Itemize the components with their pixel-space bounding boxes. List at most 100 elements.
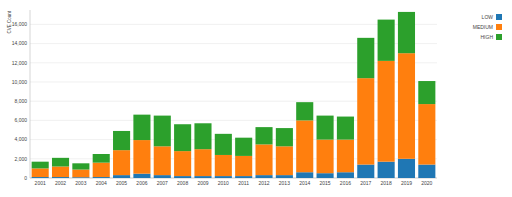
x-tick-label: 2008 bbox=[177, 180, 188, 186]
y-axis-label: CVE Count bbox=[7, 10, 12, 33]
x-tick-label: 2002 bbox=[55, 180, 66, 186]
bar-segment bbox=[276, 175, 293, 178]
bar-segment bbox=[113, 150, 130, 175]
bar-segment bbox=[215, 176, 232, 178]
bar-segment bbox=[276, 146, 293, 175]
bar-segment bbox=[255, 127, 272, 144]
bar-segment bbox=[133, 174, 150, 178]
bar-segment bbox=[255, 144, 272, 175]
x-tick-label: 2005 bbox=[116, 180, 127, 186]
bar-segment bbox=[93, 154, 110, 163]
grid-line bbox=[30, 101, 437, 102]
y-tick-label: 2,000 bbox=[14, 156, 27, 162]
bar-segment bbox=[113, 175, 130, 178]
x-tick-label: 2011 bbox=[238, 180, 249, 186]
bar-segment bbox=[378, 20, 395, 61]
x-tick-label: 2016 bbox=[340, 180, 351, 186]
bar-segment bbox=[133, 115, 150, 140]
bar-segment bbox=[235, 138, 252, 156]
x-tick-label: 2012 bbox=[258, 180, 269, 186]
y-tick-label: 14,000 bbox=[12, 40, 28, 46]
y-tick-label: 0 bbox=[24, 175, 27, 181]
bar-segment bbox=[296, 120, 313, 172]
bar-segment bbox=[337, 140, 354, 173]
bar-segment bbox=[337, 172, 354, 178]
bar-segment bbox=[296, 102, 313, 120]
bar-segment bbox=[154, 175, 171, 178]
bar-segment bbox=[113, 131, 130, 150]
bar-segment bbox=[194, 149, 211, 176]
x-tick-label: 2003 bbox=[75, 180, 86, 186]
x-tick-label: 2014 bbox=[299, 180, 310, 186]
grid-line bbox=[30, 178, 437, 179]
y-tick-label: 8,000 bbox=[14, 98, 27, 104]
x-tick-label: 2015 bbox=[320, 180, 331, 186]
bar-segment bbox=[357, 165, 374, 178]
bar-segment bbox=[398, 12, 415, 53]
bar-segment bbox=[235, 176, 252, 178]
bar-segment bbox=[154, 146, 171, 175]
x-tick-label: 2020 bbox=[421, 180, 432, 186]
legend-swatch bbox=[496, 24, 502, 30]
bar-segment bbox=[72, 170, 89, 178]
bar-segment bbox=[174, 176, 191, 178]
x-tick-label: 2019 bbox=[401, 180, 412, 186]
grid-line bbox=[30, 62, 437, 63]
x-tick-label: 2018 bbox=[381, 180, 392, 186]
bar-segment bbox=[235, 156, 252, 176]
bar-segment bbox=[378, 162, 395, 178]
legend-label: MEDIUM bbox=[473, 24, 493, 30]
bar-segment bbox=[378, 61, 395, 162]
bar-segment bbox=[418, 165, 435, 178]
y-tick-label: 4,000 bbox=[14, 136, 27, 142]
chart: 0 2,000 4,000 6,000 8,000 10,000 12,000 14,000 1… bbox=[0, 0, 512, 197]
grid-line bbox=[30, 158, 437, 159]
bar-segment bbox=[32, 162, 49, 169]
x-tick-label: 2009 bbox=[197, 180, 208, 186]
bar-segment bbox=[174, 124, 191, 151]
bars bbox=[32, 12, 436, 178]
y-tick-label: 12,000 bbox=[12, 60, 28, 66]
bar-segment bbox=[255, 175, 272, 178]
legend-label: HIGH bbox=[481, 34, 494, 40]
x-tick-label: 2013 bbox=[279, 180, 290, 186]
x-tick-label: 2001 bbox=[35, 180, 46, 186]
bar-segment bbox=[398, 159, 415, 178]
x-tick-label: 2004 bbox=[96, 180, 107, 186]
y-axis bbox=[30, 10, 31, 178]
bar-segment bbox=[194, 176, 211, 178]
bar-segment bbox=[398, 53, 415, 159]
legend-label: LOW bbox=[482, 14, 494, 20]
bar-segment bbox=[296, 172, 313, 178]
bar-segment bbox=[418, 104, 435, 164]
grid-line bbox=[30, 120, 437, 121]
legend-swatch bbox=[496, 34, 502, 40]
bar-segment bbox=[317, 116, 334, 140]
y-tick-label: 10,000 bbox=[12, 79, 28, 85]
bar-segment bbox=[357, 78, 374, 164]
bar-segment bbox=[276, 128, 293, 146]
bar-segment bbox=[194, 123, 211, 149]
bar-segment bbox=[357, 38, 374, 78]
bar-segment bbox=[93, 163, 110, 177]
grid-line bbox=[30, 139, 437, 140]
legend: LOW MEDIUM HIGH bbox=[473, 14, 502, 40]
bar-segment bbox=[215, 134, 232, 155]
y-tick-label: 16,000 bbox=[12, 21, 28, 27]
bar-segment bbox=[317, 173, 334, 178]
x-axis bbox=[30, 178, 437, 179]
grid-line bbox=[30, 82, 437, 83]
y-tick-label: 6,000 bbox=[14, 117, 27, 123]
legend-swatch bbox=[496, 14, 502, 20]
bar-segment bbox=[72, 163, 89, 169]
bar-segment bbox=[174, 151, 191, 176]
grid-line bbox=[30, 43, 437, 44]
bar-segment bbox=[418, 81, 435, 104]
x-tick-label: 2010 bbox=[218, 180, 229, 186]
bar-segment bbox=[32, 168, 49, 177]
x-tick-label: 2007 bbox=[157, 180, 168, 186]
bar-segment bbox=[133, 140, 150, 174]
grid-line bbox=[30, 24, 437, 25]
bar-segment bbox=[52, 166, 69, 177]
x-tick-label: 2006 bbox=[136, 180, 147, 186]
